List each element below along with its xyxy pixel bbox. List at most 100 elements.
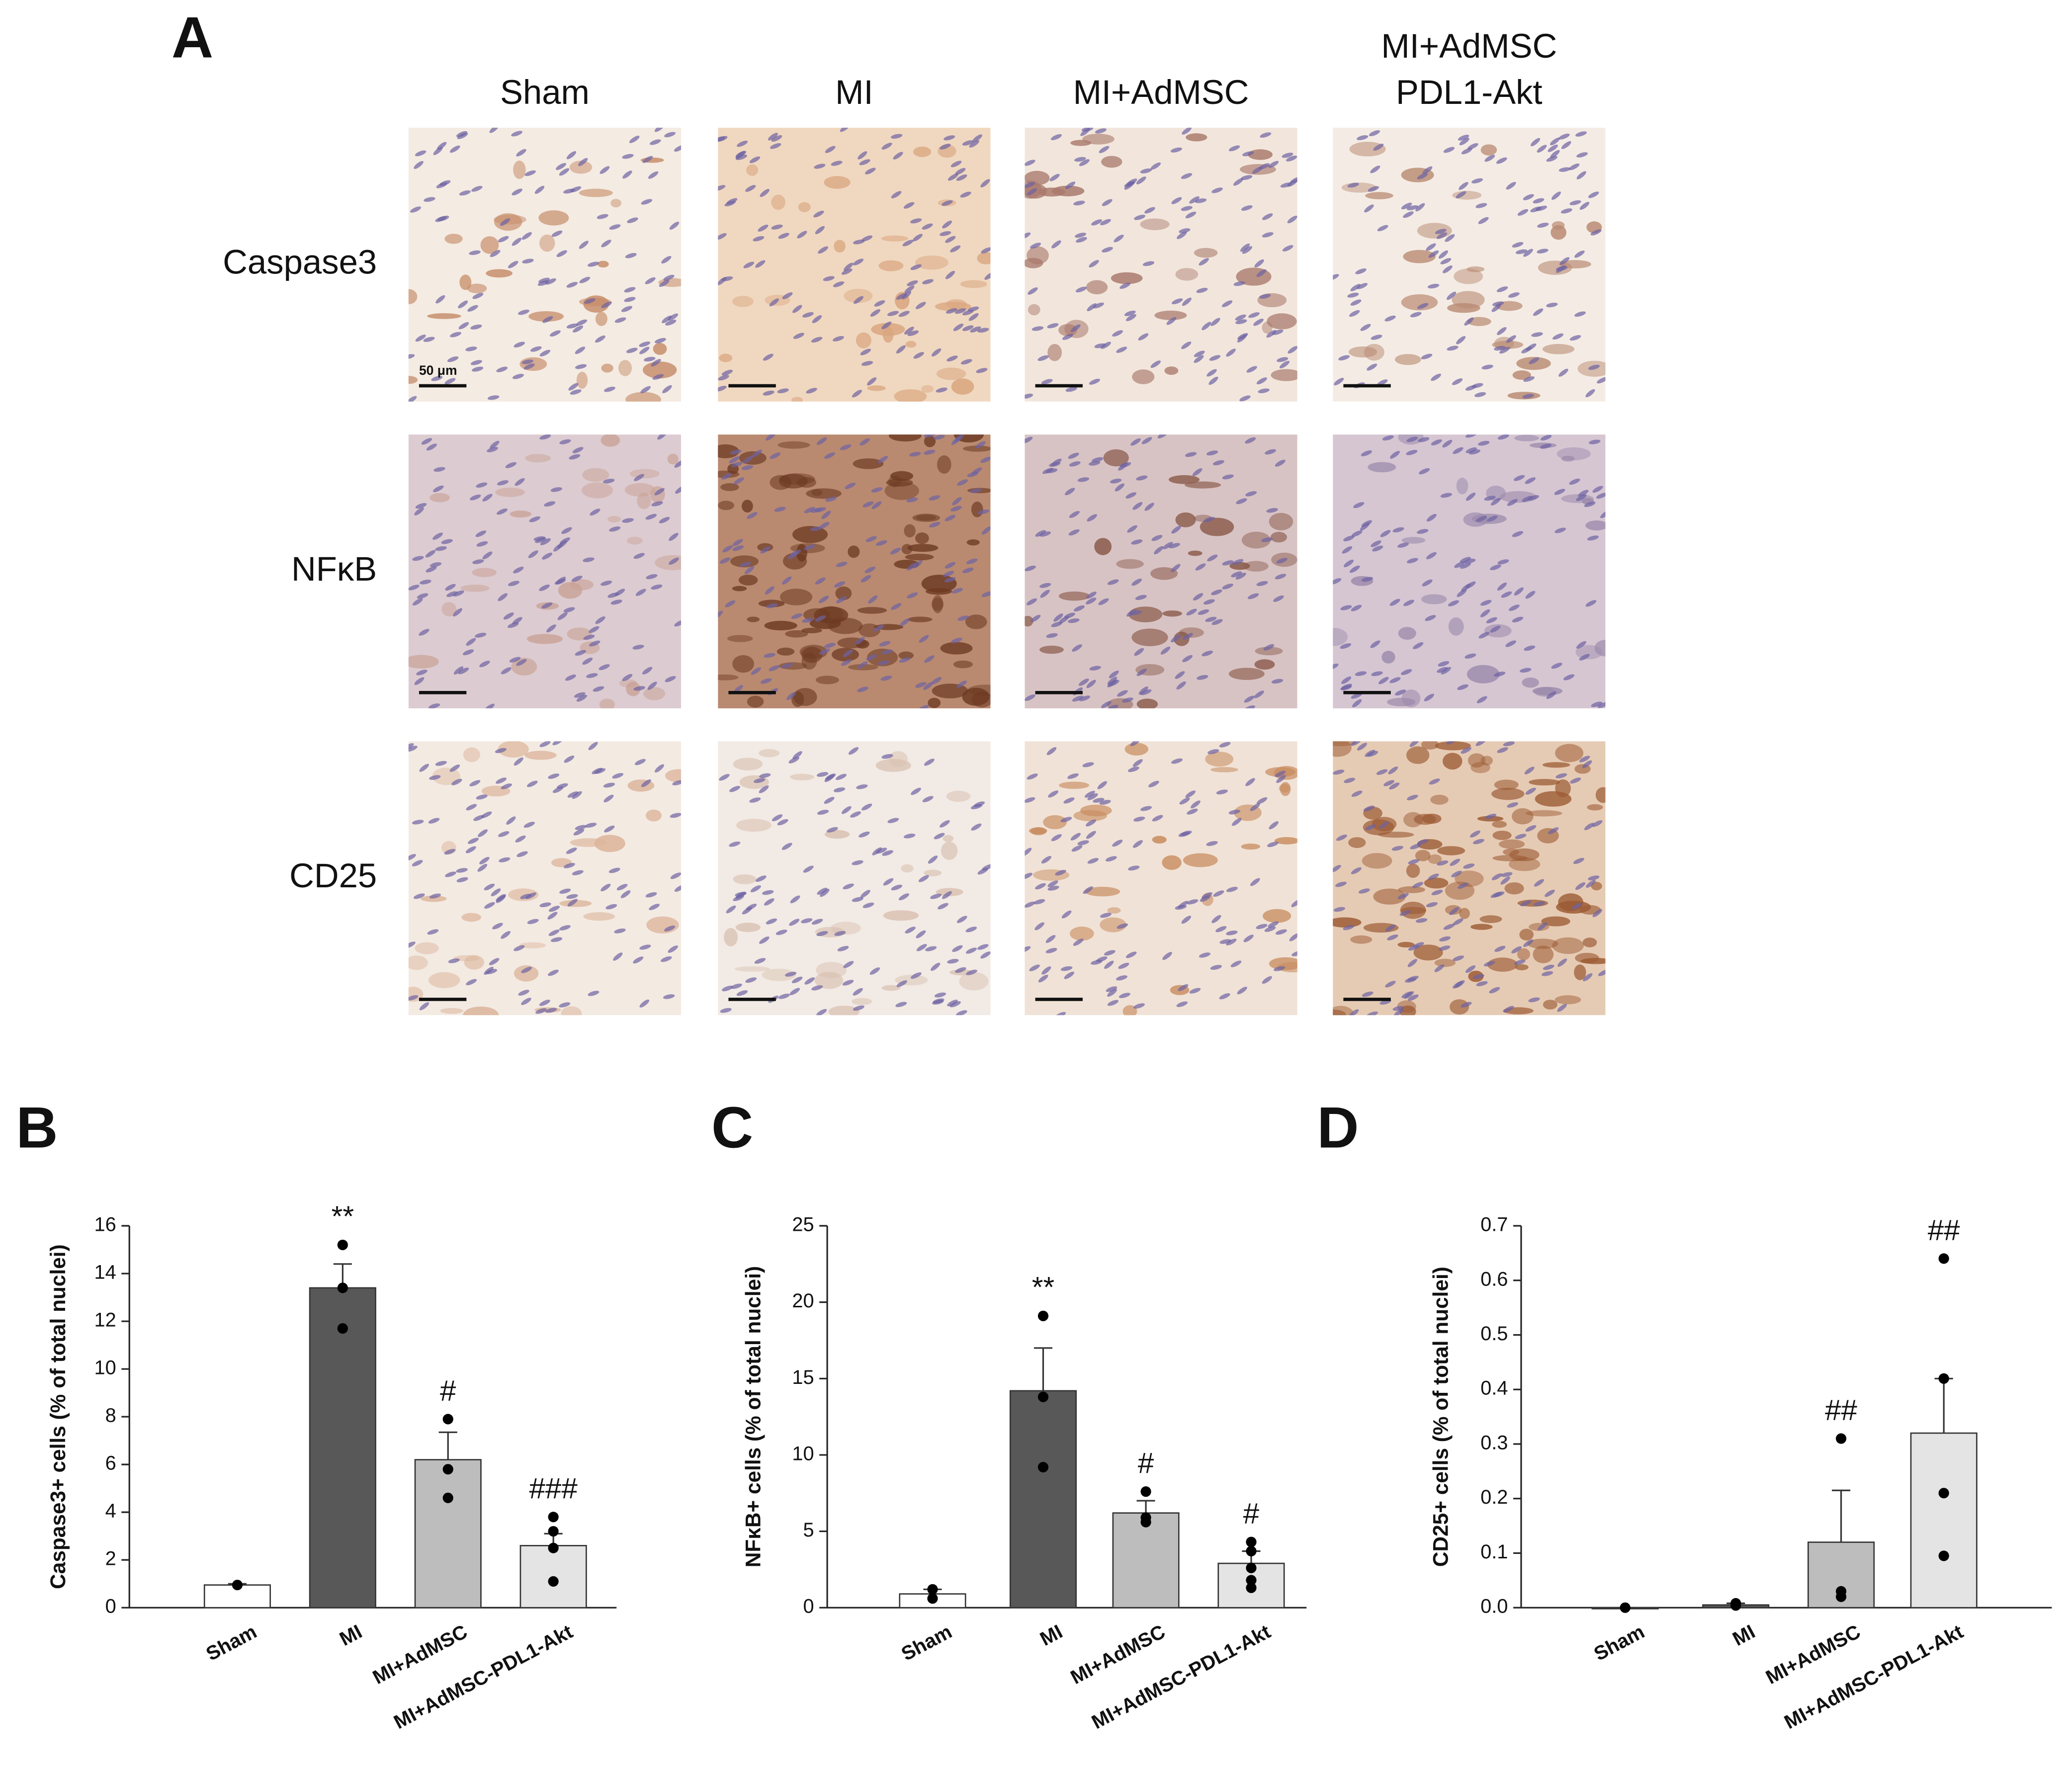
data-point [1836,1433,1847,1444]
nucleus [751,667,761,675]
nucleus [1453,955,1464,961]
stain-patch [1188,550,1202,556]
nucleus [1403,211,1414,218]
significance-label: # [1138,1447,1154,1479]
nucleus [559,1002,571,1008]
nucleus [880,676,892,681]
nucleus [515,835,526,843]
nucleus [1550,150,1560,159]
nucleus [768,133,778,141]
nucleus [1405,977,1417,983]
nucleus [1534,901,1545,906]
nucleus [754,778,766,783]
data-point [1620,1602,1631,1613]
nucleus [1089,378,1100,385]
nucleus [1338,355,1350,361]
y-tick-label: 5 [803,1519,814,1541]
nucleus [1399,910,1411,916]
nucleus [923,682,933,690]
nucleus [539,349,551,356]
nucleus [601,301,612,308]
micrograph-texture [1333,127,1606,402]
nucleus [1401,991,1412,998]
nucleus [1064,971,1075,979]
stain-patch [890,471,914,481]
nucleus [973,801,985,807]
nucleus [456,877,468,882]
nucleus [622,674,633,682]
nucleus [882,850,893,856]
nucleus [1095,128,1107,134]
stain-patch [962,687,990,706]
panel-letter: C [711,1095,753,1160]
nucleus [586,673,598,678]
nucleus [548,930,560,936]
nucleus [1501,591,1512,598]
nucleus [1077,840,1089,846]
nucleus [918,705,929,709]
nucleus [1107,579,1119,585]
data-point [927,1584,938,1595]
stain-patch [1368,462,1396,473]
data-point [927,1593,938,1604]
nucleus [651,501,663,507]
nucleus [1062,334,1073,340]
nucleus [576,319,588,326]
nucleus [942,200,953,206]
nucleus [816,931,828,937]
micrograph [718,741,991,1016]
nucleus [1086,592,1097,599]
nucleus [731,462,743,467]
nucleus [645,277,656,284]
nucleus [426,443,437,451]
y-tick-label: 12 [94,1309,116,1331]
nucleus [1401,202,1412,210]
y-axis-label: NFκB+ cells (% of total nuclei) [742,1266,765,1567]
nucleus [836,562,848,567]
nucleus [1520,900,1532,907]
x-tick-label: MI+AdMSC-PDL1-Akt [1088,1621,1274,1733]
nucleus [769,298,779,307]
nucleus [1489,987,1500,994]
nucleus [425,550,436,558]
nucleus [1448,600,1459,606]
stain-patch [1443,753,1462,770]
nucleus [429,775,441,780]
nucleus [1437,860,1449,866]
nucleus [490,440,500,449]
stain-patch [444,234,463,244]
nucleus [1436,232,1448,239]
nucleus [500,218,511,226]
nucleus [909,451,921,457]
nucleus [431,376,443,381]
y-tick-label: 0 [105,1596,116,1618]
nucleus [521,998,531,1005]
nucleus [1072,644,1082,652]
micrograph [1333,127,1606,402]
nucleus [952,497,962,506]
micrograph-texture [718,127,991,402]
stain-patch [898,651,914,660]
stain-patch [1450,999,1469,1015]
nucleus [551,230,563,237]
nucleus [645,513,657,520]
stain-patch [579,188,613,197]
nucleus [815,577,826,585]
nucleus [1367,363,1377,371]
nucleus [834,931,846,936]
nucleus [456,131,468,137]
stain-patch [1512,808,1534,825]
nucleus [1138,333,1149,341]
nucleus [1181,173,1193,179]
data-point [442,1464,453,1475]
nucleus [861,235,873,242]
y-tick-label: 0 [803,1596,814,1618]
nucleus [564,756,575,763]
nucleus [1543,964,1554,970]
nucleus [648,171,659,179]
nucleus [490,250,501,257]
nucleus [420,580,431,585]
stain-patch [776,647,795,656]
nucleus [816,772,829,777]
